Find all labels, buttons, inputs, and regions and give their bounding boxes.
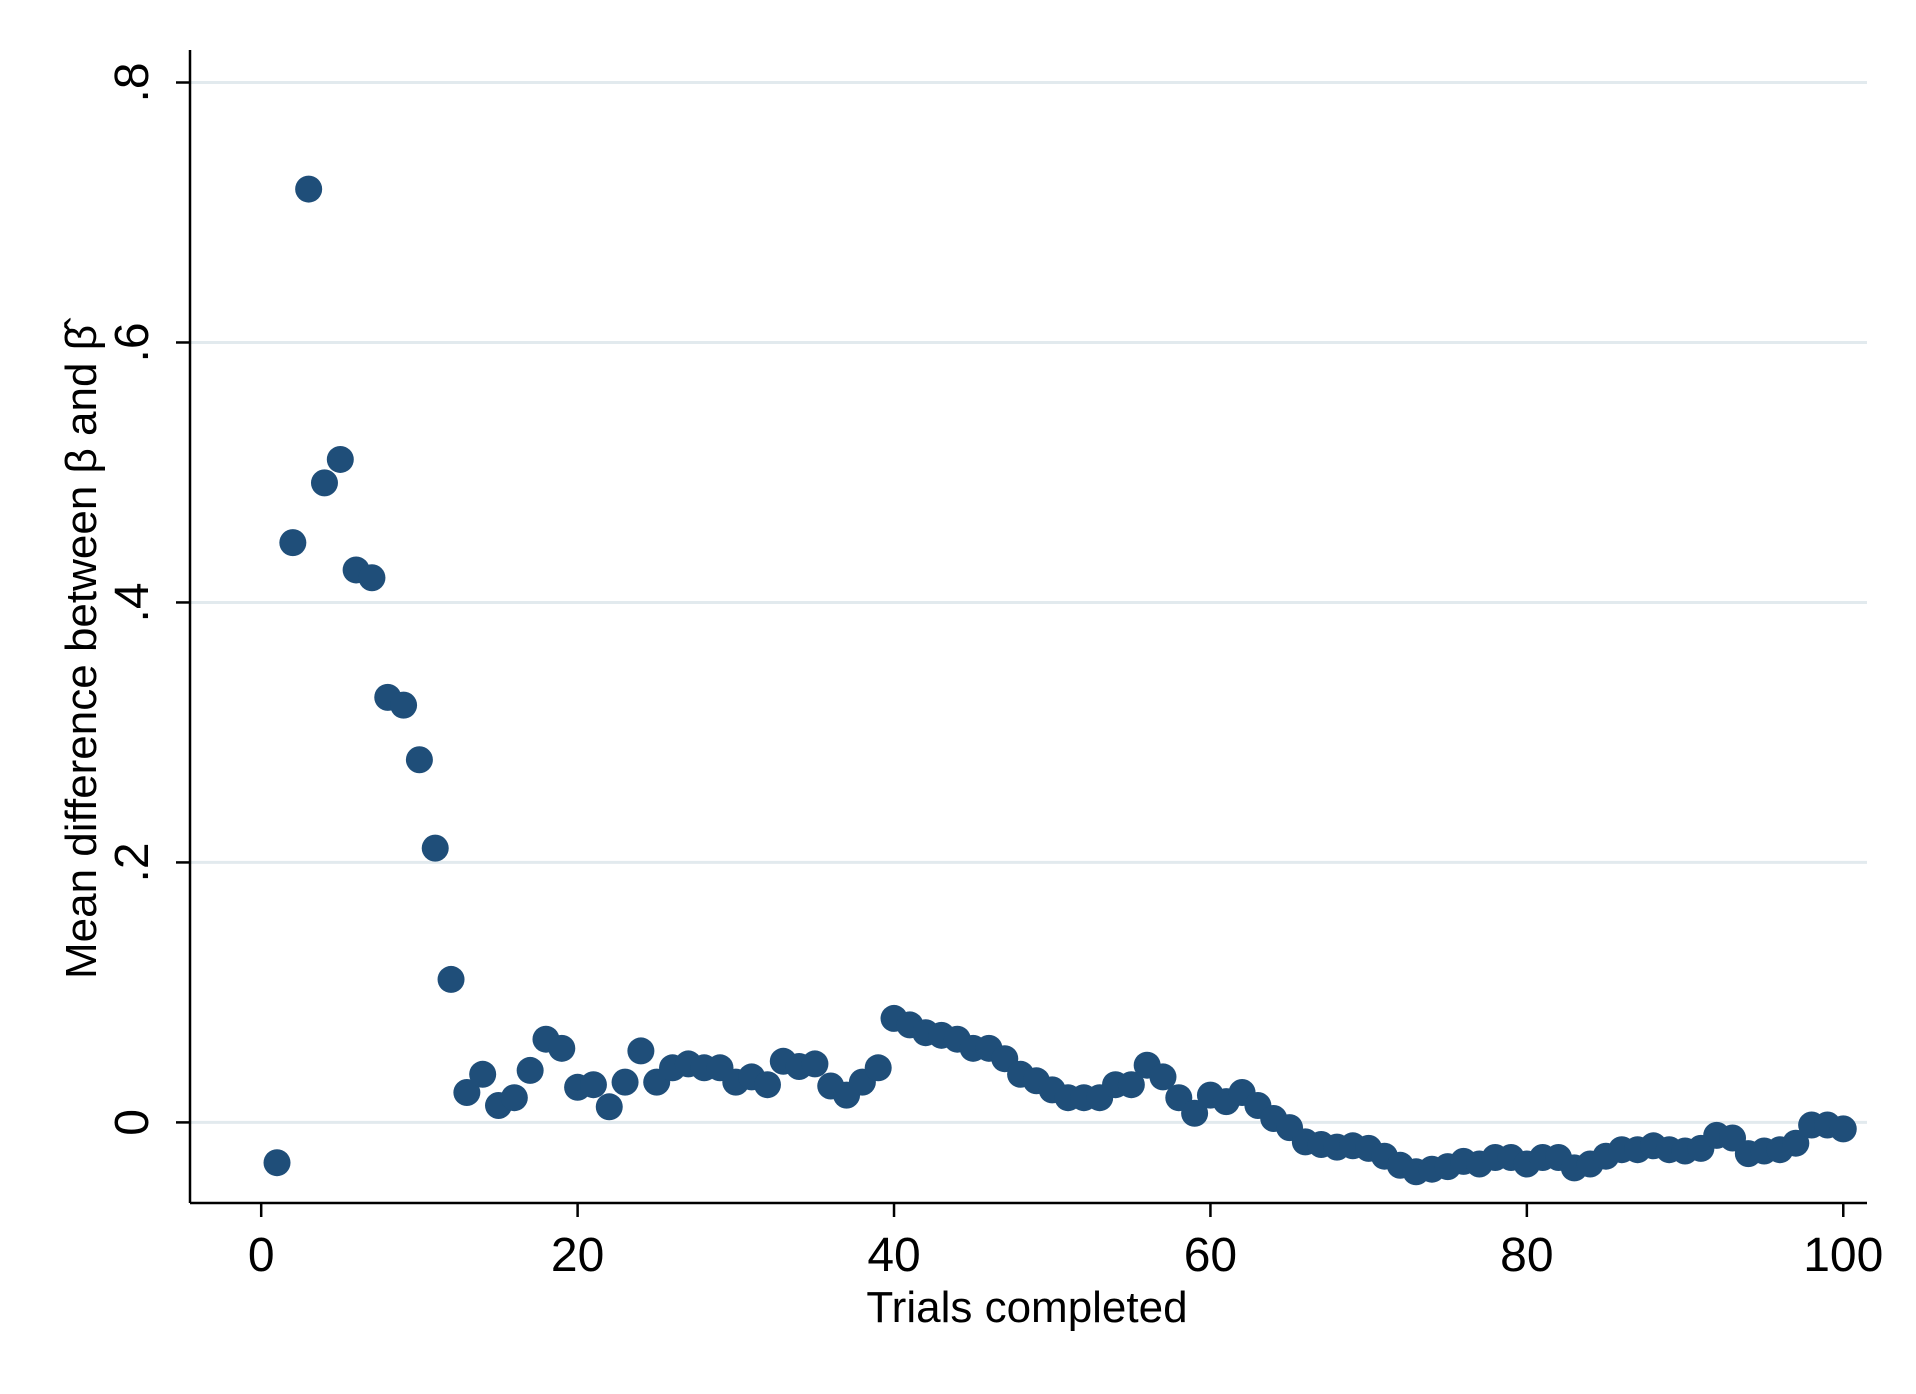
data-point [1149, 1063, 1177, 1091]
axes [176, 50, 1867, 1217]
y-tick-label: .6 [106, 322, 159, 362]
data-point [310, 469, 338, 497]
data-point [627, 1037, 655, 1065]
data-point [611, 1068, 639, 1096]
data-point [405, 746, 433, 774]
data-point [263, 1149, 291, 1177]
tick-labels: 0 .2 .4 .6 .8 0 20 40 60 80 100 [106, 62, 1883, 1282]
data-point [1181, 1099, 1209, 1127]
grid-lines [190, 80, 1867, 1124]
data-point [548, 1034, 576, 1062]
x-tick-label: 100 [1803, 1229, 1883, 1282]
data-point [390, 691, 418, 719]
data-point [326, 445, 354, 473]
data-point [437, 965, 465, 993]
data-point [279, 529, 307, 557]
data-point [421, 834, 449, 862]
y-tick-label: .2 [106, 842, 159, 882]
data-point [864, 1054, 892, 1082]
y-tick-label: 0 [106, 1109, 159, 1136]
x-tick-label: 40 [867, 1229, 920, 1282]
data-point [453, 1079, 481, 1107]
data-point [579, 1071, 607, 1099]
y-axis-title: Mean difference between β and β̂ [57, 317, 106, 979]
data-point [358, 564, 386, 592]
data-point [595, 1093, 623, 1121]
data-points [263, 175, 1857, 1186]
data-point [516, 1056, 544, 1084]
data-point [295, 175, 323, 203]
data-point [1829, 1115, 1857, 1143]
y-tick-label: .8 [106, 62, 159, 102]
data-point [753, 1071, 781, 1099]
y-tick-label: .4 [106, 582, 159, 622]
data-point [801, 1050, 829, 1078]
x-tick-label: 60 [1184, 1229, 1237, 1282]
data-point [1782, 1129, 1810, 1157]
data-point [469, 1060, 497, 1088]
data-point [500, 1084, 528, 1112]
x-tick-label: 0 [248, 1229, 275, 1282]
x-tick-label: 80 [1500, 1229, 1553, 1282]
data-point [1117, 1071, 1145, 1099]
x-tick-label: 20 [551, 1229, 604, 1282]
x-axis-title: Trials completed [866, 1283, 1187, 1332]
